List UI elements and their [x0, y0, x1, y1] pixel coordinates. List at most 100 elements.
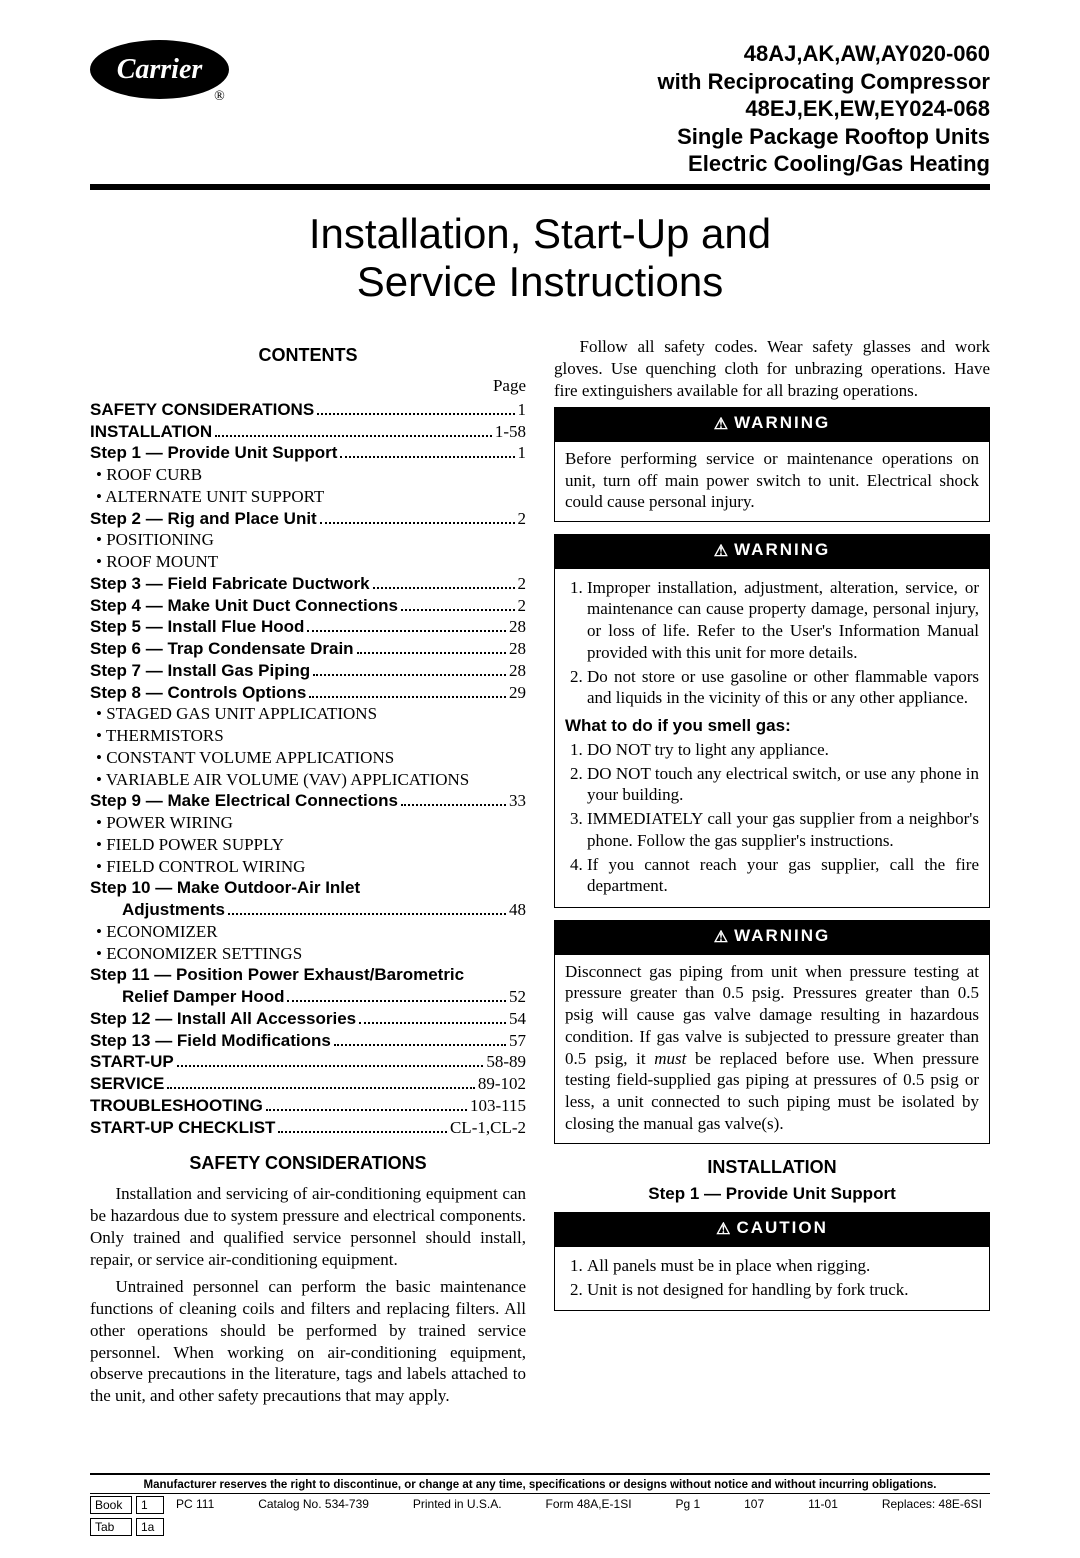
toc-row: Step 4 — Make Unit Duct Connections2 — [90, 595, 526, 617]
warning-label-3: WARNING — [734, 926, 830, 945]
gas-item: If you cannot reach your gas supplier, c… — [587, 854, 979, 898]
caution-box: All panels must be in place when rigging… — [554, 1246, 990, 1312]
toc-row: START-UP CHECKLISTCL-1,CL-2 — [90, 1117, 526, 1139]
toc-page: 48 — [509, 899, 526, 921]
gas-item: IMMEDIATELY call your gas supplier from … — [587, 808, 979, 852]
toc-row: SERVICE89-102 — [90, 1073, 526, 1095]
footer-row-2: Tab 1a — [90, 1516, 990, 1538]
toc-label: Step 9 — Make Electrical Connections — [90, 790, 398, 812]
toc-label: • POWER WIRING — [96, 812, 233, 834]
toc-label: • POSITIONING — [96, 529, 214, 551]
toc-row: Relief Damper Hood52 — [90, 986, 526, 1008]
toc-label: START-UP — [90, 1051, 174, 1073]
toc-page: 33 — [509, 790, 526, 812]
safety-para-2: Untrained personnel can perform the basi… — [90, 1276, 526, 1407]
step-1-heading: Step 1 — Provide Unit Support — [554, 1183, 990, 1205]
caution-label: CAUTION — [736, 1218, 827, 1237]
toc-row: • CONSTANT VOLUME APPLICATIONS — [90, 747, 526, 769]
warning-box-1: Before performing service or maintenance… — [554, 441, 990, 522]
toc-dots — [334, 1030, 506, 1046]
title-line-1: Installation, Start-Up and — [309, 210, 771, 257]
toc-dots — [313, 660, 506, 676]
toc-label: Relief Damper Hood — [90, 986, 284, 1008]
logo-oval: Carrier — [90, 40, 229, 99]
toc-row: START-UP 58-89 — [90, 1051, 526, 1073]
toc-label: Step 3 — Field Fabricate Ductwork — [90, 573, 370, 595]
toc-page: 28 — [509, 616, 526, 638]
warning-2-list: Improper installation, adjustment, alter… — [565, 577, 979, 710]
gas-heading: What to do if you smell gas: — [565, 715, 979, 737]
toc-dots — [307, 617, 506, 633]
toc-page: 2 — [518, 508, 527, 530]
toc-label: INSTALLATION — [90, 421, 212, 443]
toc-dots — [320, 508, 515, 524]
toc-label: • FIELD POWER SUPPLY — [96, 834, 284, 856]
right-column: Follow all safety codes. Wear safety gla… — [554, 336, 990, 1413]
toc-dots — [278, 1117, 447, 1133]
toc-row: Step 6 — Trap Condensate Drain 28 — [90, 638, 526, 660]
installation-heading: INSTALLATION — [554, 1156, 990, 1179]
contents-heading: CONTENTS — [90, 344, 526, 367]
toc-row: Adjustments 48 — [90, 899, 526, 921]
toc-label: Step 11 — Position Power Exhaust/Baromet… — [90, 964, 464, 986]
toc-label: Step 4 — Make Unit Duct Connections — [90, 595, 398, 617]
safety-heading: SAFETY CONSIDERATIONS — [90, 1152, 526, 1175]
toc-page: 1 — [518, 399, 527, 421]
toc-dots — [266, 1095, 467, 1111]
toc-label: • ROOF CURB — [96, 464, 202, 486]
footer-pc: PC 111 — [176, 1497, 214, 1513]
title-line-2: Service Instructions — [357, 258, 723, 305]
logo-registered: ® — [214, 89, 225, 105]
toc-row: • ECONOMIZER SETTINGS — [90, 943, 526, 965]
left-column: CONTENTS Page SAFETY CONSIDERATIONS1INST… — [90, 336, 526, 1413]
toc-row: INSTALLATION1-58 — [90, 421, 526, 443]
columns: CONTENTS Page SAFETY CONSIDERATIONS1INST… — [90, 336, 990, 1413]
toc-page: 103-115 — [470, 1095, 526, 1117]
toc-label: • ECONOMIZER — [96, 921, 218, 943]
toc-row: • STAGED GAS UNIT APPLICATIONS — [90, 703, 526, 725]
toc-label: • ROOF MOUNT — [96, 551, 218, 573]
footer-tab-value: 1a — [136, 1518, 164, 1536]
header-line-2: with Reciprocating Compressor — [657, 68, 990, 96]
toc-dots — [357, 639, 506, 655]
toc-page: 28 — [509, 660, 526, 682]
toc-page: 58-89 — [486, 1051, 526, 1073]
footer-form: Form 48A,E-1SI — [546, 1497, 632, 1513]
footer-book-value: 1 — [136, 1496, 164, 1514]
caution-item: All panels must be in place when rigging… — [587, 1255, 979, 1277]
toc-dots — [167, 1074, 475, 1090]
toc-dots — [401, 595, 515, 611]
caution-list: All panels must be in place when rigging… — [565, 1255, 979, 1301]
toc-dots — [317, 399, 514, 415]
toc-label: Adjustments — [90, 899, 225, 921]
gas-list: DO NOT try to light any appliance. DO NO… — [565, 739, 979, 897]
warning-3-em: must — [654, 1049, 686, 1068]
right-intro: Follow all safety codes. Wear safety gla… — [554, 336, 990, 401]
toc-row: Step 7 — Install Gas Piping28 — [90, 660, 526, 682]
footer-disclaimer: Manufacturer reserves the right to disco… — [90, 1477, 990, 1494]
toc-row: Step 2 — Rig and Place Unit2 — [90, 508, 526, 530]
toc-page: 57 — [509, 1030, 526, 1052]
toc-label: • FIELD CONTROL WIRING — [96, 856, 305, 878]
toc-row: SAFETY CONSIDERATIONS1 — [90, 399, 526, 421]
toc-page: 28 — [509, 638, 526, 660]
toc-dots — [340, 443, 514, 459]
toc-row: • VARIABLE AIR VOLUME (VAV) APPLICATIONS — [90, 769, 526, 791]
toc-label: Step 8 — Controls Options — [90, 682, 306, 704]
toc-page: 1 — [518, 442, 527, 464]
toc-label: • THERMISTORS — [96, 725, 224, 747]
toc-page: CL-1,CL-2 — [450, 1117, 526, 1139]
warning-label-1: WARNING — [734, 413, 830, 432]
toc-label: • ECONOMIZER SETTINGS — [96, 943, 302, 965]
toc-row: • POWER WIRING — [90, 812, 526, 834]
toc-label: Step 6 — Trap Condensate Drain — [90, 638, 354, 660]
warning-box-3: Disconnect gas piping from unit when pre… — [554, 954, 990, 1144]
footer: Manufacturer reserves the right to disco… — [90, 1473, 990, 1538]
toc-row: • FIELD POWER SUPPLY — [90, 834, 526, 856]
gas-item: DO NOT touch any electrical switch, or u… — [587, 763, 979, 807]
toc-page: 29 — [509, 682, 526, 704]
footer-tab-label: Tab — [90, 1518, 132, 1536]
footer-pg: Pg 1 — [676, 1497, 701, 1513]
safety-para-1: Installation and servicing of air-condit… — [90, 1183, 526, 1270]
main-title: Installation, Start-Up and Service Instr… — [90, 210, 990, 307]
